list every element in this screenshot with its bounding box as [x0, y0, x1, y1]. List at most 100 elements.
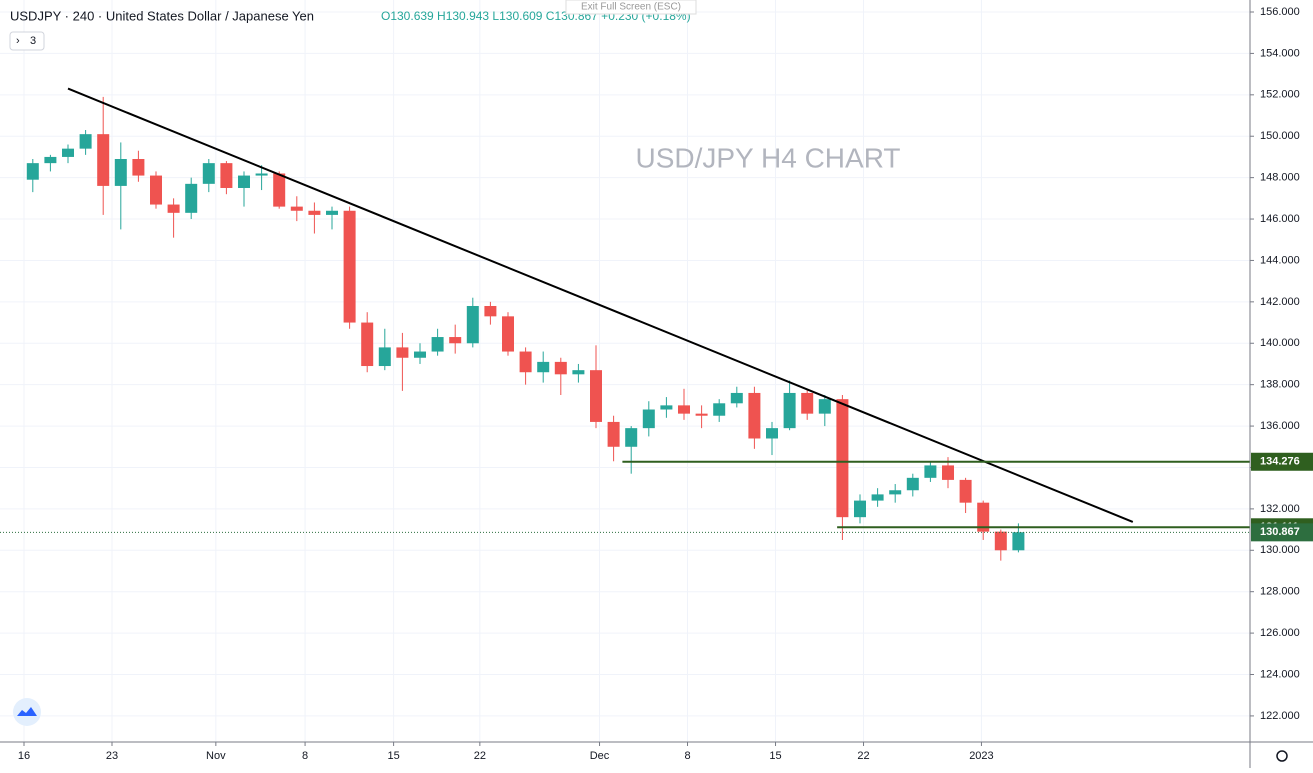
candle-body — [449, 337, 462, 344]
symbol: USDJPY · 240 · United States Dollar / Ja… — [10, 8, 314, 23]
y-tick-label: 138.000 — [1260, 379, 1300, 391]
x-tick-label: Dec — [590, 750, 610, 762]
candle-body — [308, 210, 321, 215]
candle-body — [220, 163, 233, 188]
level-box — [1251, 452, 1313, 471]
candle-body — [854, 500, 867, 518]
y-tick-label: 156.000 — [1260, 6, 1300, 18]
candle-body — [766, 428, 779, 439]
candle-body — [361, 322, 374, 367]
y-tick-label: 144.000 — [1260, 254, 1300, 266]
candle-body — [994, 531, 1007, 551]
candle-body — [237, 175, 250, 188]
y-tick-label: 132.000 — [1260, 503, 1300, 515]
x-tick-label: 15 — [769, 750, 781, 762]
trendline — [67, 87, 1134, 523]
candle-body — [484, 305, 497, 317]
candle-body — [554, 361, 567, 375]
candle-body — [273, 173, 286, 207]
candle-body — [942, 465, 955, 480]
candle-body — [642, 409, 655, 429]
candle-body — [748, 392, 761, 439]
candle-body — [818, 399, 831, 414]
y-tick-label: 140.000 — [1260, 337, 1300, 349]
y-tick-label: 154.000 — [1260, 47, 1300, 59]
candle-body — [132, 159, 145, 176]
x-tick-label: 22 — [474, 750, 486, 762]
grid — [0, 0, 1250, 742]
x-tick-label: Nov — [206, 750, 226, 762]
candle-body — [660, 405, 673, 410]
candle-body — [396, 347, 409, 358]
candle-body — [61, 148, 74, 157]
last-price-box — [1251, 523, 1313, 542]
candle-body — [290, 206, 303, 211]
candle-body — [625, 428, 638, 447]
y-tick-label: 150.000 — [1260, 130, 1300, 142]
candle-body — [185, 183, 198, 213]
labels: 122.000 124.000 126.000 128.000 130.000 132.0… — [18, 6, 1313, 762]
candle-body — [607, 421, 620, 447]
candle-body — [977, 502, 990, 532]
candle-body — [26, 163, 39, 180]
y-tick-label: 136.000 — [1260, 420, 1300, 432]
candle-body — [959, 479, 972, 503]
candle-body — [678, 405, 691, 414]
candle-body — [572, 370, 585, 375]
logo-icon[interactable] — [17, 707, 37, 716]
candle-body — [414, 351, 427, 358]
candle-body — [466, 305, 479, 344]
y-tick-label: 130.000 — [1260, 544, 1300, 556]
x-tick-label: 22 — [857, 750, 869, 762]
y-tick-label: 142.000 — [1260, 296, 1300, 308]
candle-body — [1012, 532, 1025, 551]
candle-body — [730, 392, 743, 404]
candle-body — [889, 490, 902, 495]
candle-body — [871, 494, 884, 501]
last-price-label: 130.867 — [1260, 526, 1300, 538]
y-tick-label: 146.000 — [1260, 213, 1300, 225]
indicator-count[interactable]: 3 — [30, 35, 36, 47]
x-tick-label: 15 — [387, 750, 399, 762]
level-label: 134.276 — [1260, 456, 1300, 468]
marks — [0, 87, 1250, 561]
watermark: USD/JPY H4 CHART — [635, 142, 900, 173]
y-tick-label: 124.000 — [1260, 668, 1300, 680]
candle-body — [906, 477, 919, 491]
exit-box[interactable] — [565, 0, 697, 15]
candle-body — [114, 159, 127, 186]
candle-body — [783, 392, 796, 429]
candle-body — [801, 392, 814, 414]
candle-body — [79, 134, 92, 149]
indicator-arrow[interactable]: › — [16, 35, 20, 47]
candle-body — [44, 156, 57, 164]
x-tick-label: 8 — [302, 750, 308, 762]
candle-body — [502, 316, 515, 352]
x-tick-label: 23 — [106, 750, 118, 762]
settings[interactable] — [1276, 750, 1288, 762]
x-tick-label: 2023 — [969, 750, 993, 762]
y-tick-label: 152.000 — [1260, 89, 1300, 101]
y-tick-label: 126.000 — [1260, 627, 1300, 639]
candle-body — [149, 175, 162, 205]
indicator-toggle[interactable] — [9, 31, 45, 51]
y-tick-label: 122.000 — [1260, 710, 1300, 722]
candle-body — [167, 204, 180, 213]
candle-body — [325, 210, 338, 215]
candle-body — [924, 465, 937, 478]
x-tick-label: 8 — [684, 750, 690, 762]
candle-body — [378, 347, 391, 367]
y-tick-label: 128.000 — [1260, 586, 1300, 598]
candle-body — [836, 399, 849, 518]
candle-body — [537, 361, 550, 373]
candle-body — [713, 403, 726, 416]
y-tick-label: 148.000 — [1260, 172, 1300, 184]
candle-body — [343, 210, 356, 323]
candle-body — [97, 134, 110, 186]
candle-body — [590, 370, 603, 422]
exit-fullscreen[interactable]: Exit Full Screen (ESC) — [581, 2, 681, 13]
candle-body — [431, 337, 444, 352]
candle-body — [695, 413, 708, 416]
